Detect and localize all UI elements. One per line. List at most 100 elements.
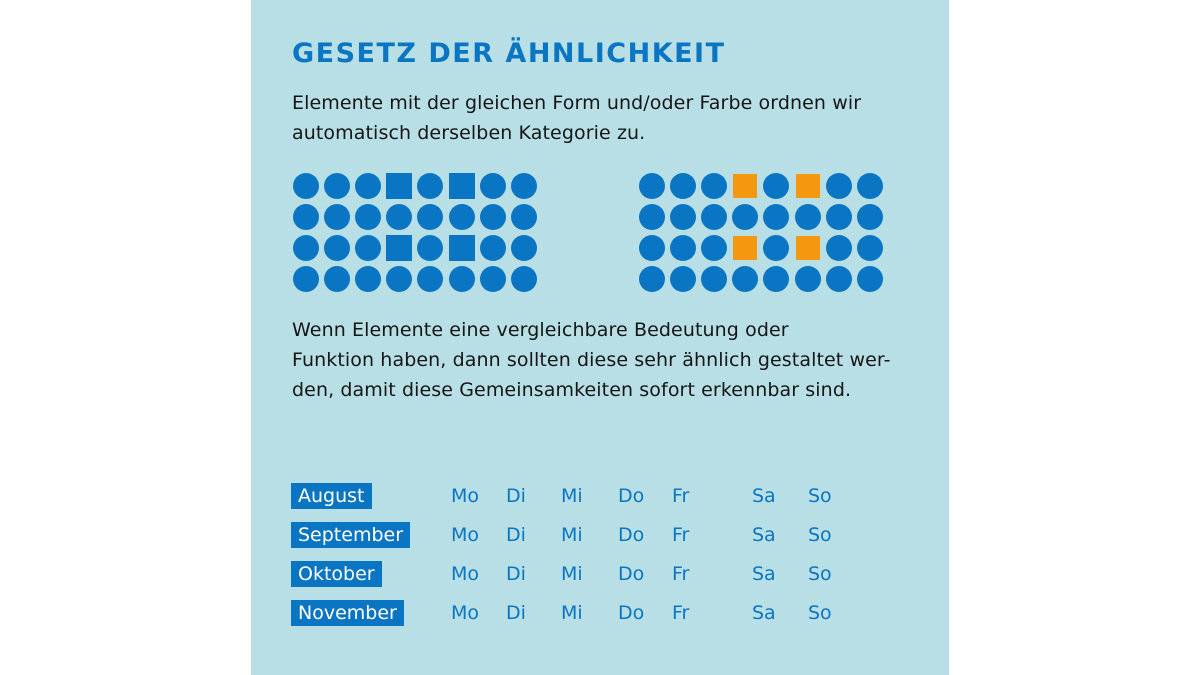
blue-circle-icon (856, 203, 883, 230)
grid-cell (446, 263, 477, 294)
page-title: Gesetz der Ähnlichkeit (292, 38, 726, 69)
grid-cell (352, 170, 383, 201)
weekday-label: So (808, 485, 832, 507)
blue-circle-icon (292, 234, 319, 261)
grid-cell (730, 263, 761, 294)
blue-circle-icon (292, 203, 319, 230)
grid-cell (667, 263, 698, 294)
blue-circle-icon (479, 265, 506, 292)
blue-circle-icon (510, 172, 537, 199)
blue-square-icon (386, 234, 413, 261)
blue-circle-icon (323, 172, 350, 199)
weekday-label: Mo (451, 563, 480, 585)
weekday-label: Sa (752, 485, 776, 507)
weekday-label: Fr (672, 563, 690, 585)
blue-circle-icon (763, 265, 790, 292)
blue-circle-icon (763, 234, 790, 261)
grid-cell (698, 170, 729, 201)
blue-circle-icon (700, 265, 727, 292)
grid-cell (384, 232, 415, 263)
grid-cell (321, 232, 352, 263)
blue-circle-icon (763, 203, 790, 230)
blue-circle-icon (448, 203, 475, 230)
weekday-label: Mo (451, 602, 480, 624)
grid-cell (792, 232, 823, 263)
grid-cell (636, 201, 667, 232)
blue-circle-icon (448, 265, 475, 292)
blue-circle-icon (638, 203, 665, 230)
blue-circle-icon (354, 172, 381, 199)
intro-line-2: automatisch derselben Kategorie zu. (292, 122, 646, 144)
grid-cell (698, 263, 729, 294)
body-line-1: Wenn Elemente eine vergleichbare Bedeutu… (292, 319, 789, 341)
blue-circle-icon (669, 172, 696, 199)
grid-cell (823, 232, 854, 263)
grid-cell (667, 232, 698, 263)
grid-cell (290, 201, 321, 232)
grid-cell (384, 263, 415, 294)
grid-cell (730, 170, 761, 201)
calendar-row: Oktober Mo Di Mi Do Fr Sa So (291, 561, 911, 589)
grid-cell (384, 201, 415, 232)
grid-cell (290, 170, 321, 201)
grid-cell (352, 201, 383, 232)
body-text: Wenn Elemente eine vergleichbare Bedeutu… (292, 315, 891, 405)
blue-circle-icon (479, 172, 506, 199)
grid-cell (446, 170, 477, 201)
grid-cell (508, 232, 539, 263)
weekday-label: Di (506, 602, 526, 624)
weekday-label: Do (618, 563, 645, 585)
blue-circle-icon (825, 234, 852, 261)
weekday-label: Di (506, 563, 526, 585)
weekday-label: Do (618, 524, 645, 546)
weekday-label: Mi (561, 485, 583, 507)
grid-cell (290, 232, 321, 263)
blue-circle-icon (825, 203, 852, 230)
grid-cell (761, 170, 792, 201)
blue-circle-icon (700, 172, 727, 199)
grid-cell (792, 170, 823, 201)
grid-cell (636, 232, 667, 263)
weekday-label: So (808, 602, 832, 624)
grid-cell (477, 170, 508, 201)
month-label: November (291, 600, 404, 626)
weekday-label: Mo (451, 524, 480, 546)
blue-circle-icon (669, 234, 696, 261)
month-label: September (291, 522, 411, 548)
weekday-label: Mi (561, 602, 583, 624)
grid-cell (823, 263, 854, 294)
blue-circle-icon (292, 265, 319, 292)
calendar-row: August Mo Di Mi Do Fr Sa So (291, 483, 911, 511)
calendar-row: November Mo Di Mi Do Fr Sa So (291, 600, 911, 628)
grid-cell (854, 201, 885, 232)
grid-cell (508, 263, 539, 294)
weekday-label: Sa (752, 563, 776, 585)
blue-circle-icon (669, 203, 696, 230)
blue-circle-icon (825, 265, 852, 292)
grid-cell (477, 232, 508, 263)
weekday-label: So (808, 563, 832, 585)
grid-cell (761, 263, 792, 294)
blue-circle-icon (479, 203, 506, 230)
blue-circle-icon (417, 234, 444, 261)
grid-cell (415, 170, 446, 201)
weekday-label: Di (506, 524, 526, 546)
grid-cell (477, 263, 508, 294)
shape-grid-form (290, 170, 540, 294)
intro-line-1: Elemente mit der gleichen Form und/oder … (292, 92, 862, 114)
blue-circle-icon (669, 265, 696, 292)
grid-cell (415, 263, 446, 294)
body-line-3: den, damit diese Gemeinsamkeiten sofort … (292, 379, 852, 401)
blue-circle-icon (417, 172, 444, 199)
weekday-label: Fr (672, 524, 690, 546)
orange-square-icon (733, 173, 758, 198)
blue-circle-icon (292, 172, 319, 199)
shape-grid-color (636, 170, 886, 294)
blue-circle-icon (323, 265, 350, 292)
grid-cell (508, 201, 539, 232)
grid-cell (698, 232, 729, 263)
blue-circle-icon (323, 203, 350, 230)
grid-cell (321, 263, 352, 294)
grid-cell (352, 263, 383, 294)
weekday-label: Di (506, 485, 526, 507)
